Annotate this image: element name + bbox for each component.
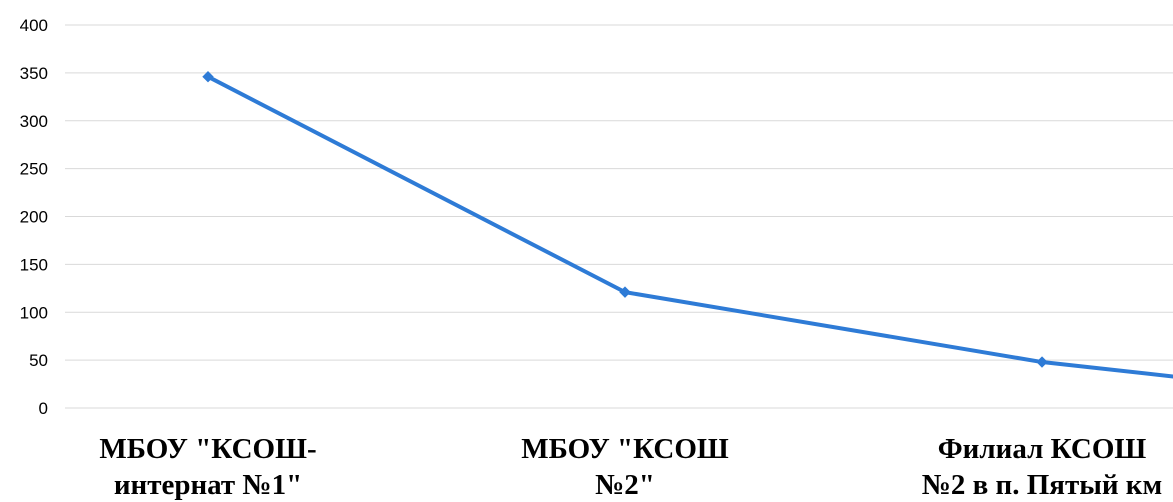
- data-point-marker: [202, 70, 214, 83]
- data-point-marker: [619, 286, 631, 298]
- x-tick-label-line: МБОУ "КСОШ-: [99, 433, 316, 465]
- y-tick-label: 200: [20, 208, 48, 227]
- gridlines: [65, 24, 1173, 409]
- y-tick-label: 300: [20, 112, 48, 131]
- x-tick-label: МБОУ "КСОШ-интернат №1": [99, 433, 316, 501]
- y-tick-label: 0: [39, 399, 48, 418]
- x-tick-label-line: интернат №1": [114, 469, 302, 501]
- x-tick-label-line: Филиал КСОШ: [938, 433, 1147, 465]
- x-tick-label-line: №2": [595, 469, 655, 501]
- y-tick-label: 350: [20, 64, 48, 83]
- x-tick-label-line: МБОУ "КСОШ: [521, 433, 729, 465]
- series-line: [206, 74, 1173, 379]
- y-tick-label: 100: [20, 303, 48, 322]
- x-axis: МБОУ "КСОШ-интернат №1" МБОУ "КСОШ №2" Фили…: [99, 433, 1163, 501]
- y-tick-label: 400: [20, 16, 48, 35]
- x-tick-label-line: №2 в п. Пятый км: [922, 469, 1163, 501]
- y-tick-label: 50: [29, 351, 48, 370]
- data-point-marker: [1036, 356, 1048, 368]
- x-tick-label: Филиал КСОШ №2 в п. Пятый км: [922, 433, 1163, 501]
- series: [202, 70, 1173, 379]
- x-tick-label: МБОУ "КСОШ №2": [521, 433, 729, 501]
- y-tick-label: 150: [20, 255, 48, 274]
- y-axis: 0 50 100 150 200 250 300 350 400: [20, 16, 48, 418]
- y-tick-label: 250: [20, 160, 48, 179]
